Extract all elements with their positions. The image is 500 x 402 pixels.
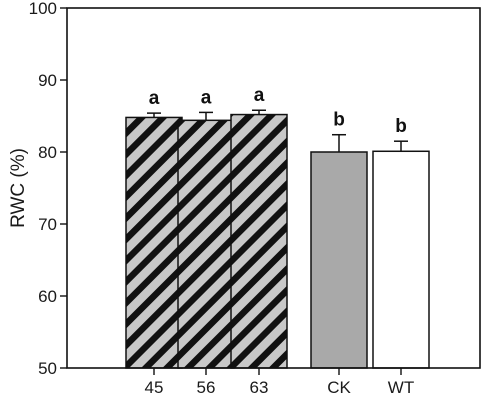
significance-label: a [201, 87, 212, 108]
plot-frame [66, 7, 481, 369]
bar-ck [310, 151, 368, 369]
y-tick-label: 80 [38, 143, 57, 162]
y-tick-label: 100 [29, 0, 57, 18]
y-tick-label: 70 [38, 215, 57, 234]
y-tick-label: 50 [38, 359, 57, 378]
significance-label: a [149, 88, 160, 109]
bar-series: a a a b b [125, 85, 430, 369]
x-tick-label: WT [388, 378, 414, 397]
bar-56 [177, 119, 235, 369]
significance-label: b [395, 116, 407, 137]
bar-63 [230, 113, 288, 369]
significance-label: b [333, 110, 345, 131]
x-tick-label: 45 [145, 378, 164, 397]
bar-wt [372, 150, 430, 369]
bar-45 [125, 116, 183, 369]
x-axis: 45 56 63 CK WT [145, 368, 414, 397]
significance-label: a [254, 85, 265, 106]
y-tick-label: 60 [38, 287, 57, 306]
y-axis-title: RWC (%) [8, 148, 29, 228]
y-axis: 50 60 70 80 90 100 [29, 0, 67, 378]
x-tick-label: 63 [250, 378, 269, 397]
x-tick-label: 56 [197, 378, 216, 397]
y-tick-label: 90 [38, 71, 57, 90]
x-tick-label: CK [327, 378, 351, 397]
